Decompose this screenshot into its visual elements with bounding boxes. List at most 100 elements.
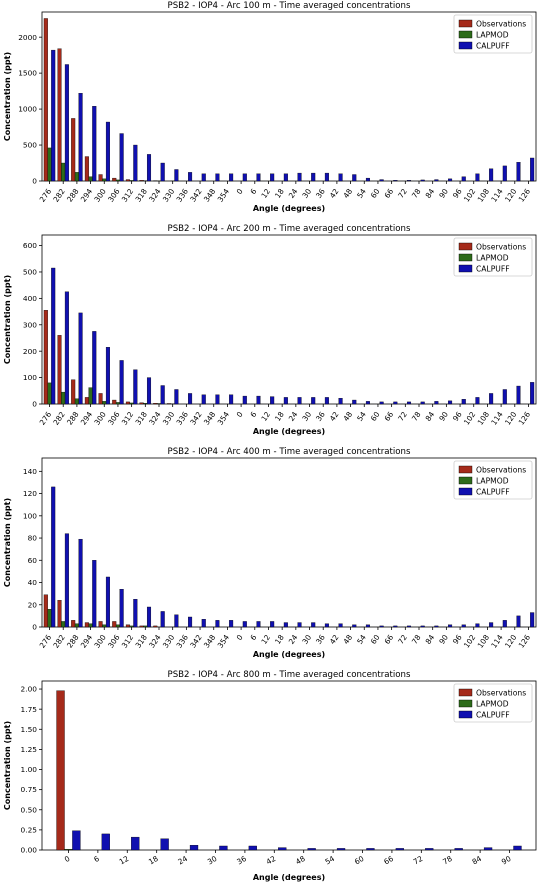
bar-calpuff-294	[92, 331, 97, 405]
x-tick-label: 18	[273, 187, 286, 200]
bar-lapmod-288	[74, 623, 79, 628]
x-tick-label: 102	[462, 633, 477, 650]
bar-calpuff-42	[338, 623, 343, 628]
x-tick-label: 0	[235, 410, 245, 419]
bar-calpuff-324	[160, 385, 165, 405]
bar-calpuff-60	[366, 848, 375, 851]
bar-calpuff-24	[297, 622, 302, 628]
bar-lapmod-0	[64, 849, 73, 851]
x-tick-label: 294	[79, 187, 95, 204]
x-tick-label: 18	[147, 854, 160, 867]
bar-calpuff-18	[283, 173, 288, 182]
bar-calpuff-90	[448, 624, 453, 628]
y-tick-label: 140	[23, 467, 37, 476]
bar-calpuff-78	[420, 625, 425, 628]
y-tick-label: 300	[23, 320, 37, 329]
bar-calpuff-282	[64, 64, 69, 182]
y-tick-label: 500	[23, 141, 37, 150]
bar-calpuff-90	[448, 400, 453, 405]
y-axis-label: Concentration (ppt)	[3, 721, 12, 810]
y-tick-label: 1.50	[21, 725, 38, 734]
x-tick-label: 72	[412, 854, 425, 866]
x-tick-label: 354	[216, 633, 232, 650]
bar-calpuff-276	[51, 486, 56, 628]
bar-calpuff-336	[188, 616, 193, 628]
x-tick-label: 54	[355, 187, 368, 200]
bar-observations-276	[43, 594, 48, 628]
bar-calpuff-312	[133, 144, 138, 182]
bar-calpuff-348	[215, 173, 220, 182]
legend-label-lapmod: LAPMOD	[476, 700, 509, 709]
y-axis-label: Concentration (ppt)	[3, 498, 12, 587]
y-tick-label: 60	[28, 556, 38, 565]
bar-calpuff-288	[78, 538, 83, 628]
x-tick-label: 6	[92, 854, 101, 864]
bar-calpuff-48	[352, 174, 357, 182]
bar-lapmod-300	[102, 401, 107, 405]
x-tick-label: 108	[476, 633, 492, 650]
x-tick-label: 30	[300, 633, 313, 646]
bar-lapmod-282	[61, 391, 66, 405]
bar-calpuff-72	[406, 180, 412, 182]
bar-lapmod-294	[88, 387, 93, 405]
bar-observations-300	[98, 621, 103, 628]
x-tick-label: 102	[462, 410, 477, 427]
bar-lapmod-312	[129, 180, 134, 182]
bar-calpuff-36	[324, 623, 329, 628]
bar-calpuff-330	[174, 389, 179, 405]
bar-lapmod-288	[74, 172, 79, 182]
x-tick-label: 342	[188, 187, 203, 204]
bar-calpuff-354	[229, 394, 234, 405]
bar-lapmod-324	[156, 403, 162, 405]
legend-swatch-lapmod	[458, 699, 473, 708]
bar-calpuff-96	[461, 399, 466, 405]
bar-calpuff-348	[215, 620, 220, 628]
bar-lapmod-312	[129, 402, 134, 405]
legend-label-lapmod: LAPMOD	[476, 254, 509, 263]
x-tick-label: 120	[503, 633, 519, 650]
bar-observations-318	[139, 402, 144, 405]
bar-calpuff-0	[242, 621, 247, 628]
bar-calpuff-30	[311, 172, 316, 182]
x-tick-label: 24	[176, 854, 189, 867]
y-tick-label: 1500	[18, 69, 37, 78]
x-tick-label: 324	[147, 633, 163, 650]
x-tick-label: 36	[314, 633, 327, 646]
legend-box	[453, 237, 533, 277]
x-tick-label: 42	[265, 854, 278, 866]
bar-calpuff-72	[406, 401, 412, 405]
bar-calpuff-306	[119, 589, 124, 628]
bar-calpuff-114	[502, 165, 507, 182]
x-tick-label: 126	[517, 410, 533, 427]
bar-observations-294	[84, 156, 89, 182]
y-tick-label: 20	[28, 600, 38, 609]
x-tick-label: 90	[500, 854, 513, 867]
bar-calpuff-36	[324, 172, 329, 182]
bar-lapmod-306	[115, 179, 120, 182]
x-tick-label: 48	[294, 854, 307, 867]
x-tick-label: 6	[248, 410, 258, 419]
x-tick-label: 60	[353, 854, 366, 867]
x-tick-label: 300	[92, 410, 108, 427]
legend-label-calpuff: CALPUFF	[476, 711, 510, 720]
x-axis-label: Angle (degrees)	[253, 427, 325, 436]
bar-calpuff-36	[324, 397, 329, 405]
bar-calpuff-318	[146, 154, 152, 182]
bar-calpuff-24	[189, 844, 199, 851]
bar-calpuff-342	[201, 619, 206, 628]
x-tick-label: 60	[369, 410, 382, 423]
bar-observations-294	[84, 622, 89, 628]
bar-calpuff-66	[393, 401, 398, 405]
legend-swatch-observations	[458, 242, 473, 251]
bar-calpuff-12	[270, 621, 275, 628]
bar-calpuff-42	[338, 398, 343, 405]
legend-label-lapmod: LAPMOD	[476, 31, 509, 40]
x-tick-label: 330	[161, 187, 177, 204]
x-tick-label: 102	[462, 187, 477, 204]
x-tick-label: 12	[259, 187, 272, 200]
bar-calpuff-294	[92, 560, 97, 628]
bar-calpuff-276	[51, 49, 56, 182]
bar-calpuff-336	[188, 393, 193, 405]
x-tick-label: 336	[175, 410, 191, 427]
